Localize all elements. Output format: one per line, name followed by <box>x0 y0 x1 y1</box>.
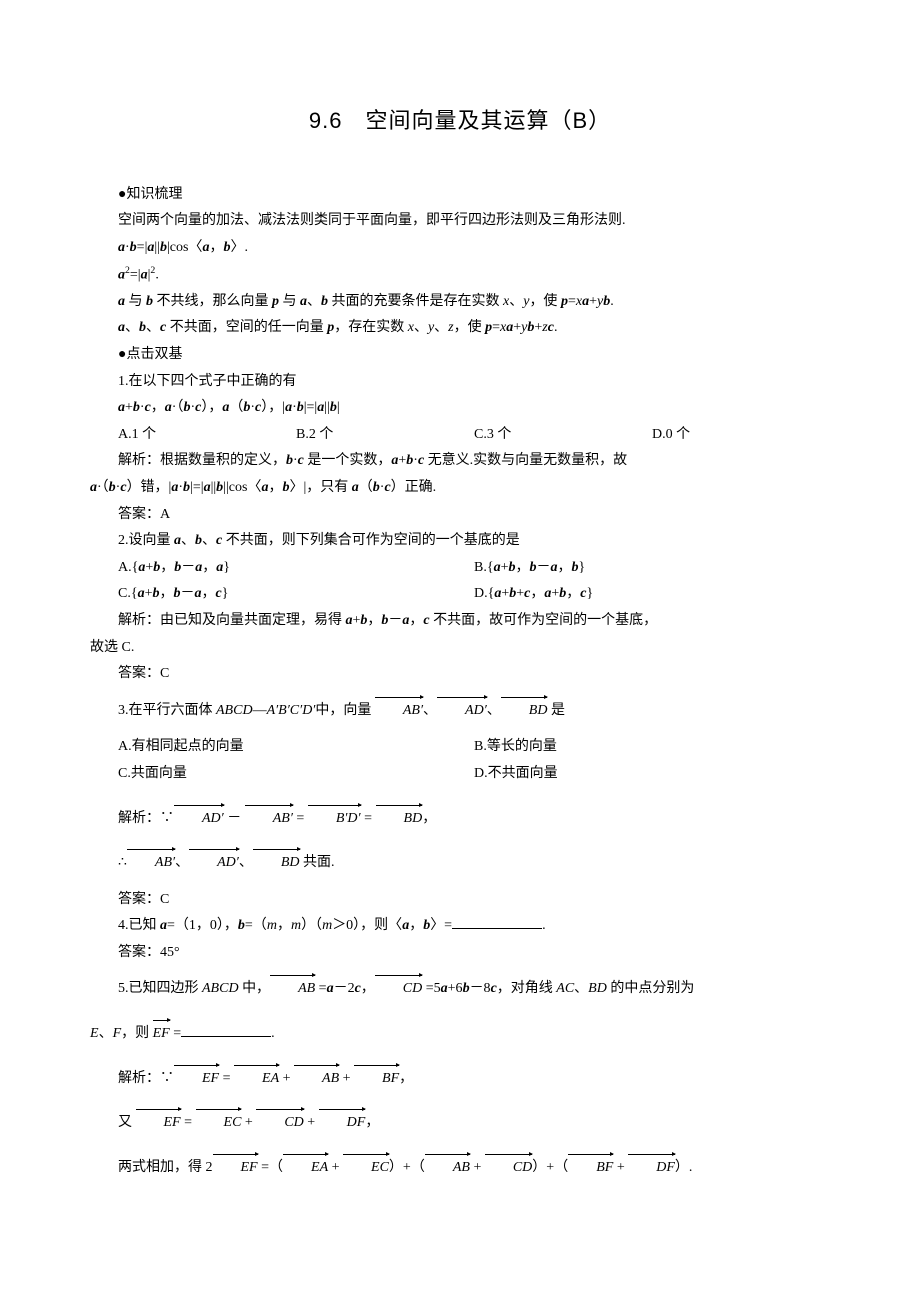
q3-answer: 答案：C <box>90 887 830 914</box>
q4-answer: 答案：45° <box>90 940 830 967</box>
q3-options: A.有相同起点的向量 B.等长的向量 C.共面向量 D.不共面向量 <box>90 734 830 787</box>
q1-optD: D.0 个 <box>652 422 830 449</box>
q2-explain-2: 故选 C. <box>90 635 830 662</box>
q3-optA: A.有相同起点的向量 <box>118 734 474 761</box>
q2-optA: A.{a+b，b－a，a} <box>118 555 474 582</box>
page-title: 9.6 空间向量及其运算（B） <box>90 100 830 142</box>
q1-optA: A.1 个 <box>118 422 296 449</box>
q5-explain-1: 解析：∵EF = EA + AB + BF， <box>90 1066 830 1093</box>
knowledge-line-2: a·b=|a||b|cos〈a，b〉. <box>90 235 830 262</box>
q3-explain-2: ∴AB′、AD′、BD 共面. <box>90 850 830 877</box>
q1-answer: 答案：A <box>90 502 830 529</box>
section-header-2: ●点击双基 <box>90 342 830 369</box>
q3-explain-1: 解析：∵AD′ － AB′ = B′D′ = BD， <box>90 806 830 833</box>
q1-expressions: a+b·c，a·（b·c），a（b·c），|a·b|=|a||b| <box>90 395 830 422</box>
q2-stem-tail: 不共面，则下列集合可作为空间的一个基底的是 <box>226 533 520 548</box>
q2-stem: 2.设向量 a、b、c 不共面，则下列集合可作为空间的一个基底的是 <box>90 528 830 555</box>
q2-optB: B.{a+b，b－a，b} <box>474 555 830 582</box>
q3-stem: 3.在平行六面体 ABCD—A′B′C′D′中，向量 AB′、AD′、BD 是 <box>90 698 830 725</box>
knowledge-line-4: a 与 b 不共线，那么向量 p 与 a、b 共面的充要条件是存在实数 x、y，… <box>90 289 830 316</box>
q3-optC: C.共面向量 <box>118 761 474 788</box>
section-header-1: ●知识梳理 <box>90 182 830 209</box>
q5-explain-2: 又 EF = EC + CD + DF， <box>90 1110 830 1137</box>
q4-stem: 4.已知 a=（1，0），b=（m，m）（m＞0），则〈a，b〉=. <box>90 913 830 940</box>
q1-optB: B.2 个 <box>296 422 474 449</box>
q5-stem: 5.已知四边形 ABCD 中，AB =a－2c，CD =5a+6b－8c，对角线… <box>90 976 830 1003</box>
q1-explain-1: 解析：根据数量积的定义，b·c 是一个实数，a+b·c 无意义.实数与向量无数量… <box>90 448 830 475</box>
q2-expl-tail: 不共面，故可作为空间的一个基底， <box>433 613 657 628</box>
q1-optC: C.3 个 <box>474 422 652 449</box>
q2-optD: D.{a+b+c，a+b，c} <box>474 581 830 608</box>
q2-explain-1: 解析：由已知及向量共面定理，易得 a+b，b－a，c 不共面，故可作为空间的一个… <box>90 608 830 635</box>
q2-answer: 答案：C <box>90 661 830 688</box>
q3-optD: D.不共面向量 <box>474 761 830 788</box>
q4-blank <box>452 914 542 929</box>
q2-options: A.{a+b，b－a，a} B.{a+b，b－a，b} C.{a+b，b－a，c… <box>90 555 830 608</box>
q5-explain-3: 两式相加，得 2EF =（EA + EC）+（AB + CD）+（BF + DF… <box>90 1155 830 1182</box>
knowledge-line-5: a、b、c 不共面，空间的任一向量 p，存在实数 x、y、z，使 p=xa+yb… <box>90 315 830 342</box>
q5-blank <box>181 1022 271 1037</box>
q1-options: A.1 个 B.2 个 C.3 个 D.0 个 <box>90 422 830 449</box>
knowledge-line-1: 空间两个向量的加法、减法法则类同于平面向量，即平行四边形法则及三角形法则. <box>90 208 830 235</box>
q3-optB: B.等长的向量 <box>474 734 830 761</box>
q1-explain-2: a·（b·c）错，|a·b|=|a||b||cos〈a，b〉|，只有 a（b·c… <box>90 475 830 502</box>
q5-stem-2: E、F，则 EF =. <box>90 1021 830 1048</box>
q1-stem: 1.在以下四个式子中正确的有 <box>90 369 830 396</box>
knowledge-line-3: a2=|a|2. <box>90 262 830 289</box>
q2-optC: C.{a+b，b－a，c} <box>118 581 474 608</box>
